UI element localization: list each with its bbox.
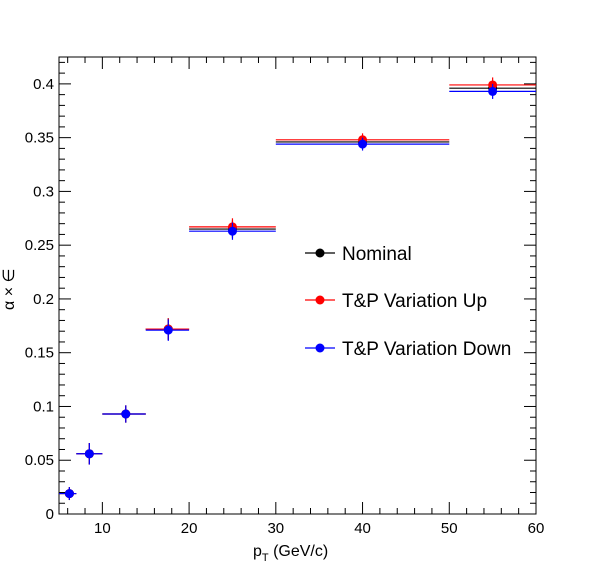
- y-tick-label: 0.4: [33, 76, 54, 93]
- x-tick-label: 10: [94, 520, 111, 537]
- axis-ticks: 10 20 30 40 50 60 0 0.05 0.1 0.15 0.2 0.25 0.3 0.35 0.…: [25, 57, 545, 537]
- x-tick-label: 30: [267, 520, 284, 537]
- legend-marker: [315, 343, 325, 353]
- x-tick-label: 40: [354, 520, 371, 537]
- data-series: [59, 77, 536, 501]
- y-tick-label: 0.1: [33, 398, 54, 415]
- plot-frame: [58, 56, 537, 515]
- series-t-p-variation-up: [59, 77, 536, 501]
- x-axis-title-subscript: T: [262, 552, 269, 564]
- data-point: [227, 226, 237, 236]
- y-tick-label: 0.35: [25, 130, 54, 147]
- x-axis-title: pT (GeV/c): [253, 543, 328, 564]
- y-tick-label: 0.25: [25, 237, 54, 254]
- y-tick-label: 0: [46, 506, 54, 523]
- y-tick-label: 0.2: [33, 291, 54, 308]
- y-axis-title: α × ∈: [1, 269, 18, 310]
- x-axis-title-unit: (GeV/c): [269, 543, 329, 560]
- data-point: [84, 449, 94, 459]
- y-tick-label: 0.3: [33, 183, 54, 200]
- legend-label: T&P Variation Up: [342, 291, 487, 312]
- legend-label: Nominal: [342, 244, 412, 265]
- x-axis-title-main: p: [253, 543, 262, 560]
- y-tick-label: 0.05: [25, 452, 54, 469]
- legend: Nominal T&P Variation Up T&P Variation Dow…: [305, 244, 511, 360]
- data-point: [488, 86, 498, 96]
- x-tick-label: 60: [528, 520, 545, 537]
- series-t-p-variation-down: [59, 83, 536, 501]
- data-point: [121, 409, 131, 419]
- legend-marker: [315, 248, 325, 258]
- x-tick-label: 20: [181, 520, 198, 537]
- y-tick-label: 0.15: [25, 345, 54, 362]
- data-point: [358, 139, 368, 149]
- data-point: [64, 489, 74, 499]
- x-tick-label: 50: [441, 520, 458, 537]
- legend-label: T&P Variation Down: [342, 339, 511, 360]
- legend-marker: [315, 295, 325, 305]
- data-point: [163, 325, 173, 335]
